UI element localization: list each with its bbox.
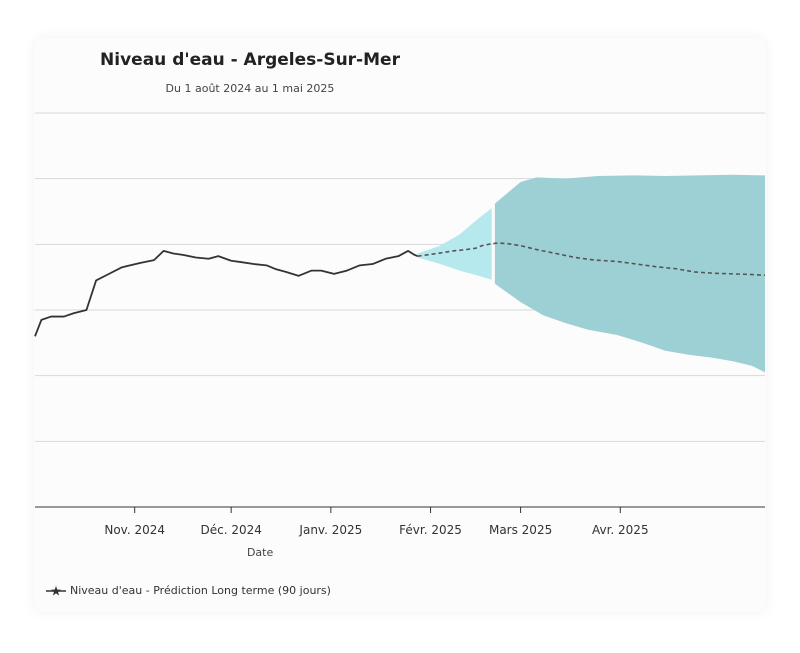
x-tick-label: Avr. 2025 — [592, 523, 649, 537]
chart-legend[interactable]: Niveau d'eau - Prédiction Long terme (90… — [46, 584, 331, 597]
observed-line — [34, 249, 419, 337]
chart-title: Niveau d'eau - Argeles-Sur-Mer — [100, 50, 400, 70]
confidence-band — [417, 208, 492, 280]
x-tick-label: Déc. 2024 — [200, 523, 261, 537]
forecast-line — [417, 242, 766, 276]
confidence-band — [494, 174, 765, 373]
x-axis-label: Date — [247, 546, 274, 559]
legend-label: Niveau d'eau - Prédiction Long terme (90… — [70, 584, 331, 597]
legend-line-star-icon — [46, 585, 66, 595]
x-tick-label: Mars 2025 — [489, 523, 552, 537]
x-tick-label: Févr. 2025 — [399, 523, 462, 537]
chart-subtitle: Du 1 août 2024 au 1 mai 2025 — [165, 82, 335, 95]
x-tick-label: Nov. 2024 — [104, 523, 165, 537]
x-tick-label: Janv. 2025 — [298, 523, 362, 537]
